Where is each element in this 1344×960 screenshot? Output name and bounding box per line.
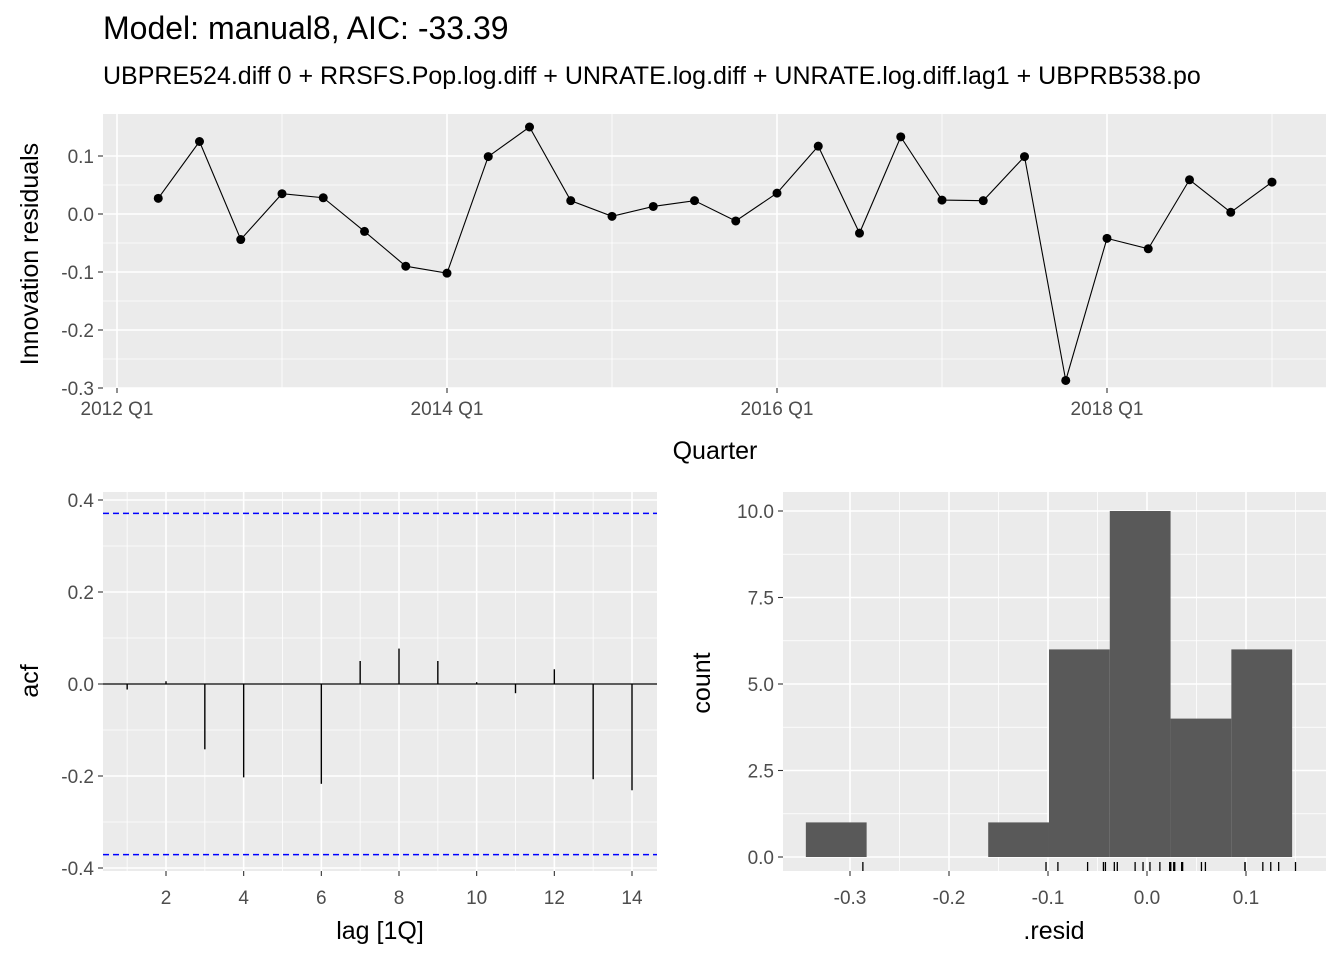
- histogram-x-axis-title: .resid: [1023, 917, 1084, 945]
- residual-point: [1143, 244, 1153, 254]
- histogram-bar: [988, 822, 1049, 857]
- histogram-y-tick-label: 7.5: [748, 589, 774, 610]
- histogram-bar: [1109, 511, 1171, 857]
- acf-x-tick-label: 4: [238, 888, 249, 909]
- chart-title: Model: manual8, AIC: -33.39: [103, 10, 509, 46]
- acf-y-tick-label: 0.4: [68, 491, 95, 512]
- acf-y-axis-title: acf: [16, 664, 44, 697]
- residual-point: [401, 261, 411, 271]
- residuals-y-tick-label: -0.1: [61, 263, 94, 284]
- histogram-x-tick-label: -0.2: [933, 888, 966, 909]
- histogram-x-tick-label: 0.0: [1134, 888, 1160, 909]
- residual-point: [731, 216, 741, 226]
- residual-point: [1061, 375, 1071, 385]
- acf-x-tick-label: 6: [316, 888, 327, 909]
- histogram-x-tick-label: -0.3: [834, 888, 867, 909]
- residual-point: [690, 196, 699, 206]
- residuals-x-tick-label: 2016 Q1: [741, 399, 814, 420]
- residual-point: [153, 193, 163, 203]
- residuals-panel-background: [103, 114, 1326, 388]
- residual-point: [566, 196, 576, 206]
- residual-point: [318, 193, 328, 203]
- residual-point: [772, 188, 782, 198]
- residual-point: [483, 152, 493, 162]
- residuals-y-axis-title: Innovation residuals: [16, 143, 44, 365]
- histogram-y-tick-label: 2.5: [748, 762, 774, 783]
- residuals-series-line: [157, 126, 1273, 381]
- acf-x-axis-title: lag [1Q]: [336, 917, 424, 945]
- histogram-x-tick-label: -0.1: [1032, 888, 1065, 909]
- residual-point: [607, 211, 617, 221]
- acf-x-tick-label: 10: [466, 888, 487, 909]
- residual-point: [978, 196, 988, 206]
- residual-point: [648, 201, 658, 211]
- acf-y-tick-label: -0.2: [61, 767, 94, 788]
- acf-panel-background: [103, 492, 657, 871]
- residuals-y-tick-label: -0.2: [61, 321, 94, 342]
- acf-x-tick-label: 14: [621, 888, 643, 909]
- histogram-y-tick-label: 5.0: [748, 675, 774, 696]
- residual-point: [525, 122, 534, 132]
- residuals-x-tick-label: 2018 Q1: [1071, 399, 1144, 420]
- histogram-bar: [1048, 649, 1110, 857]
- histogram-panel: 10.0 7.5 5.0 2.5 0.0 -0.3 -0.2 -0.1 0.0 0.1 .resi…: [688, 492, 1326, 945]
- residual-point: [195, 137, 204, 146]
- acf-x-tick-label: 12: [544, 888, 565, 909]
- residual-point: [896, 132, 906, 142]
- residuals-x-tick-label: 2012 Q1: [81, 399, 154, 420]
- residuals-y-tick-label: 0.0: [68, 205, 94, 226]
- residuals-y-tick-label: -0.3: [61, 379, 94, 400]
- residual-point: [1267, 177, 1277, 187]
- histogram-x-tick-label: 0.1: [1233, 888, 1259, 909]
- residuals-x-tick-label: 2014 Q1: [411, 399, 484, 420]
- histogram-y-axis-title: count: [688, 652, 716, 713]
- acf-panel: 0.4 0.2 0.0 -0.2 -0.4 2 4 6 8 10 12 14 lag [1Q] acf: [16, 491, 657, 945]
- acf-y-tick-label: -0.4: [61, 859, 94, 880]
- residual-point: [236, 235, 246, 245]
- residual-point: [360, 226, 369, 236]
- histogram-bar: [1231, 649, 1293, 857]
- acf-y-tick-label: 0.0: [68, 675, 94, 696]
- residuals-x-axis-title: Quarter: [673, 437, 758, 465]
- histogram-bar: [1170, 718, 1232, 857]
- residual-point: [937, 195, 947, 205]
- acf-x-tick-label: 2: [161, 888, 172, 909]
- chart-subtitle: UBPRE524.diff 0 + RRSFS.Pop.log.diff + U…: [103, 62, 1201, 90]
- acf-x-tick-label: 8: [394, 888, 405, 909]
- acf-y-tick-label: 0.2: [68, 583, 94, 604]
- residual-point: [1226, 207, 1236, 217]
- residual-point: [1020, 152, 1029, 162]
- residuals-y-tick-label: 0.1: [68, 147, 94, 168]
- residual-point: [1185, 175, 1194, 185]
- residual-point: [1102, 233, 1112, 243]
- histogram-y-tick-label: 10.0: [737, 502, 774, 523]
- histogram-bar: [805, 822, 867, 857]
- residual-point: [442, 268, 452, 278]
- residual-point: [813, 141, 823, 151]
- histogram-y-tick-label: 0.0: [748, 848, 774, 869]
- residual-point: [277, 189, 287, 199]
- residual-point: [855, 228, 864, 238]
